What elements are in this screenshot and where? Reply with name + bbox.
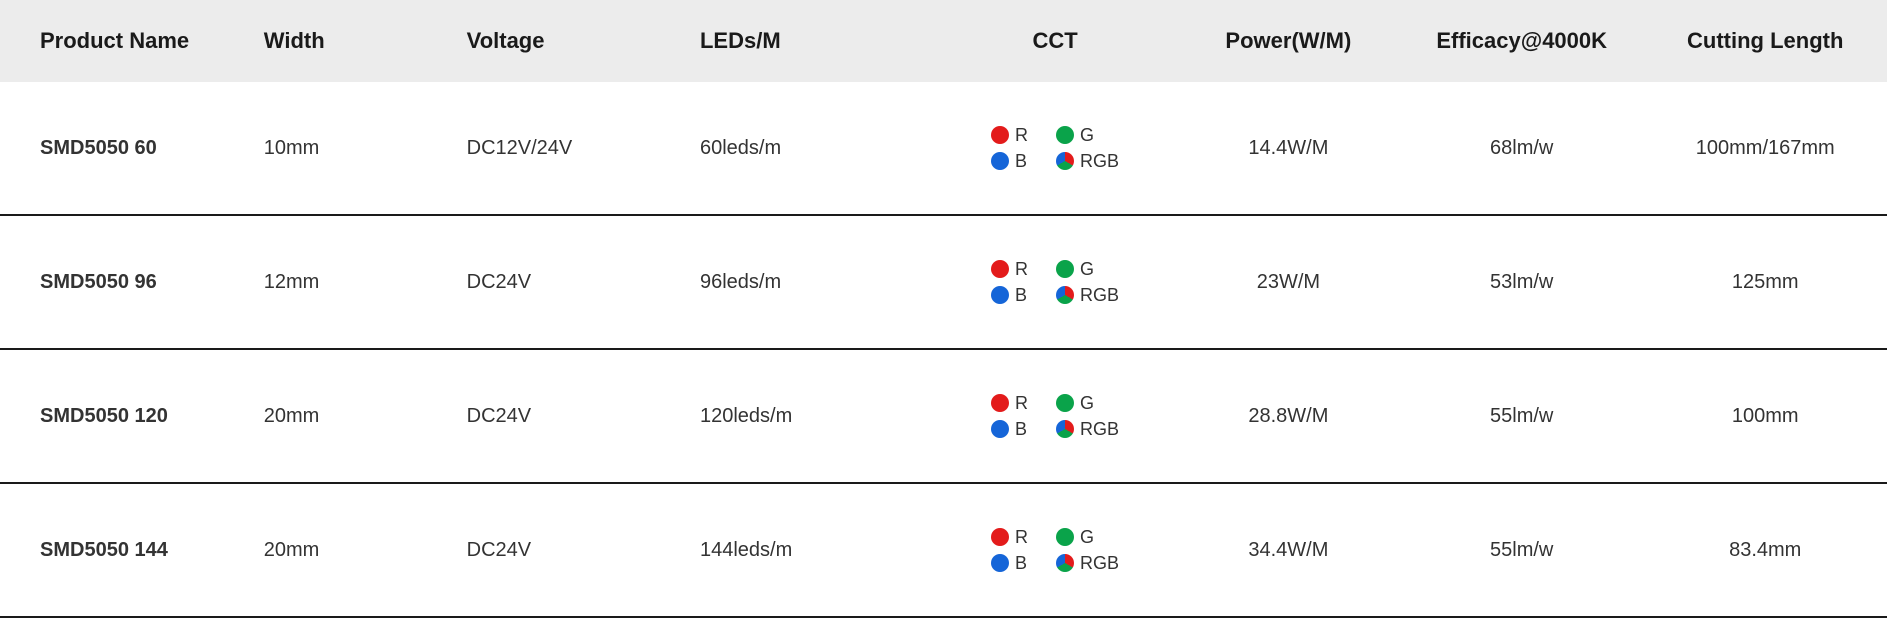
cell-product-name: SMD5050 120 bbox=[0, 349, 264, 483]
cell-width: 12mm bbox=[264, 215, 467, 349]
cell-product-name: SMD5050 60 bbox=[0, 82, 264, 215]
cell-leds: 96leds/m bbox=[700, 215, 933, 349]
cell-cct: RGBRGB bbox=[933, 215, 1176, 349]
table-body: SMD5050 6010mmDC12V/24V60leds/mRGBRGB14.… bbox=[0, 82, 1887, 617]
cct-option: B bbox=[991, 152, 1028, 170]
cct-option-label: R bbox=[1015, 528, 1028, 546]
cct-option: G bbox=[1056, 394, 1119, 412]
cell-cct: RGBRGB bbox=[933, 483, 1176, 617]
cct-option-label: G bbox=[1080, 126, 1094, 144]
col-header-leds: LEDs/M bbox=[700, 0, 933, 82]
col-header-power: Power(W/M) bbox=[1177, 0, 1400, 82]
table-row: SMD5050 6010mmDC12V/24V60leds/mRGBRGB14.… bbox=[0, 82, 1887, 215]
product-spec-table: Product Name Width Voltage LEDs/M CCT Po… bbox=[0, 0, 1887, 618]
cct-option-label: B bbox=[1015, 286, 1027, 304]
cct-option: G bbox=[1056, 260, 1119, 278]
col-header-name: Product Name bbox=[0, 0, 264, 82]
color-dot-icon bbox=[1056, 554, 1074, 572]
cct-legend: RGBRGB bbox=[991, 394, 1119, 438]
cct-option: B bbox=[991, 554, 1028, 572]
color-dot-icon bbox=[991, 152, 1009, 170]
cct-legend: RGBRGB bbox=[991, 126, 1119, 170]
cct-option-label: RGB bbox=[1080, 152, 1119, 170]
color-dot-icon bbox=[1056, 420, 1074, 438]
cell-cutting-length: 83.4mm bbox=[1643, 483, 1887, 617]
cct-option: B bbox=[991, 420, 1028, 438]
cct-option-label: R bbox=[1015, 260, 1028, 278]
color-dot-icon bbox=[1056, 394, 1074, 412]
cct-option: R bbox=[991, 126, 1028, 144]
cell-cutting-length: 100mm bbox=[1643, 349, 1887, 483]
cct-legend: RGBRGB bbox=[991, 260, 1119, 304]
color-dot-icon bbox=[1056, 528, 1074, 546]
cell-voltage: DC12V/24V bbox=[467, 82, 700, 215]
color-dot-icon bbox=[991, 286, 1009, 304]
cct-option-label: G bbox=[1080, 528, 1094, 546]
col-header-cutting: Cutting Length bbox=[1643, 0, 1887, 82]
cell-voltage: DC24V bbox=[467, 349, 700, 483]
color-dot-icon bbox=[1056, 286, 1074, 304]
cell-leds: 120leds/m bbox=[700, 349, 933, 483]
cell-power: 28.8W/M bbox=[1177, 349, 1400, 483]
cct-option: R bbox=[991, 394, 1028, 412]
cell-power: 23W/M bbox=[1177, 215, 1400, 349]
color-dot-icon bbox=[991, 554, 1009, 572]
cct-option-label: RGB bbox=[1080, 420, 1119, 438]
cell-leds: 60leds/m bbox=[700, 82, 933, 215]
cct-option-label: RGB bbox=[1080, 554, 1119, 572]
color-dot-icon bbox=[1056, 152, 1074, 170]
cct-option: B bbox=[991, 286, 1028, 304]
cell-power: 34.4W/M bbox=[1177, 483, 1400, 617]
cell-width: 20mm bbox=[264, 483, 467, 617]
cell-efficacy: 55lm/w bbox=[1400, 349, 1643, 483]
cct-option-label: R bbox=[1015, 126, 1028, 144]
table-row: SMD5050 9612mmDC24V96leds/mRGBRGB23W/M53… bbox=[0, 215, 1887, 349]
col-header-cct: CCT bbox=[933, 0, 1176, 82]
cell-cutting-length: 100mm/167mm bbox=[1643, 82, 1887, 215]
cct-option: G bbox=[1056, 126, 1119, 144]
cct-option-label: RGB bbox=[1080, 286, 1119, 304]
color-dot-icon bbox=[991, 420, 1009, 438]
cct-option: R bbox=[991, 528, 1028, 546]
cell-width: 10mm bbox=[264, 82, 467, 215]
color-dot-icon bbox=[1056, 260, 1074, 278]
cct-option-label: B bbox=[1015, 152, 1027, 170]
cell-leds: 144leds/m bbox=[700, 483, 933, 617]
cct-option: RGB bbox=[1056, 286, 1119, 304]
cct-legend: RGBRGB bbox=[991, 528, 1119, 572]
table-row: SMD5050 12020mmDC24V120leds/mRGBRGB28.8W… bbox=[0, 349, 1887, 483]
col-header-width: Width bbox=[264, 0, 467, 82]
cct-option-label: B bbox=[1015, 420, 1027, 438]
cell-width: 20mm bbox=[264, 349, 467, 483]
cell-efficacy: 68lm/w bbox=[1400, 82, 1643, 215]
color-dot-icon bbox=[1056, 126, 1074, 144]
cell-voltage: DC24V bbox=[467, 483, 700, 617]
cct-option: R bbox=[991, 260, 1028, 278]
color-dot-icon bbox=[991, 260, 1009, 278]
cct-option-label: G bbox=[1080, 260, 1094, 278]
cell-voltage: DC24V bbox=[467, 215, 700, 349]
cct-option: RGB bbox=[1056, 554, 1119, 572]
cell-product-name: SMD5050 144 bbox=[0, 483, 264, 617]
cell-power: 14.4W/M bbox=[1177, 82, 1400, 215]
cct-option: G bbox=[1056, 528, 1119, 546]
col-header-efficacy: Efficacy@4000K bbox=[1400, 0, 1643, 82]
color-dot-icon bbox=[991, 528, 1009, 546]
cell-efficacy: 55lm/w bbox=[1400, 483, 1643, 617]
cct-option: RGB bbox=[1056, 420, 1119, 438]
cct-option-label: G bbox=[1080, 394, 1094, 412]
table-header-row: Product Name Width Voltage LEDs/M CCT Po… bbox=[0, 0, 1887, 82]
cct-option-label: R bbox=[1015, 394, 1028, 412]
cell-cct: RGBRGB bbox=[933, 349, 1176, 483]
cell-efficacy: 53lm/w bbox=[1400, 215, 1643, 349]
cct-option-label: B bbox=[1015, 554, 1027, 572]
color-dot-icon bbox=[991, 394, 1009, 412]
cell-cct: RGBRGB bbox=[933, 82, 1176, 215]
cell-cutting-length: 125mm bbox=[1643, 215, 1887, 349]
cell-product-name: SMD5050 96 bbox=[0, 215, 264, 349]
color-dot-icon bbox=[991, 126, 1009, 144]
table-row: SMD5050 14420mmDC24V144leds/mRGBRGB34.4W… bbox=[0, 483, 1887, 617]
cct-option: RGB bbox=[1056, 152, 1119, 170]
col-header-voltage: Voltage bbox=[467, 0, 700, 82]
